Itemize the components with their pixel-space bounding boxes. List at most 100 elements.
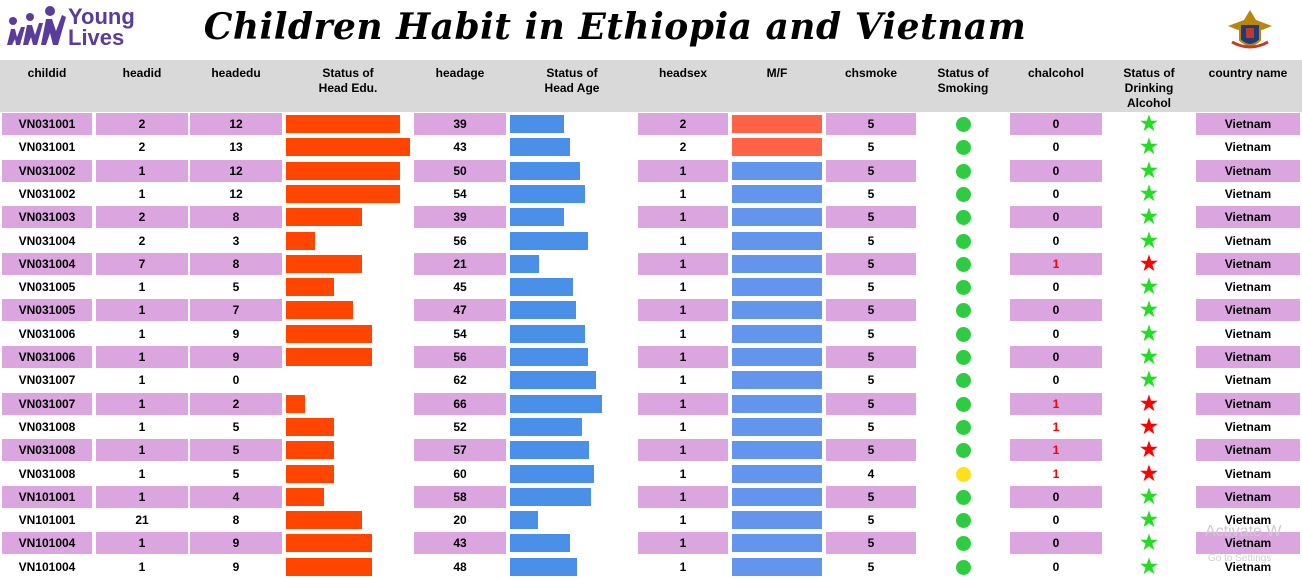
table-row[interactable]: VN031006 1 9 56 1 5 0 ★ Vietnam (0, 346, 1302, 369)
column-header[interactable]: Status of Head Edu. (284, 60, 412, 112)
status-star-icon: ★ (1140, 439, 1158, 461)
headedu-cell: 9 (190, 323, 282, 345)
male-marker (732, 465, 822, 483)
table-row[interactable]: VN101001 21 8 20 1 5 0 ★ Vietnam (0, 509, 1302, 532)
table-row[interactable]: VN031006 1 9 54 1 5 0 ★ Vietnam (0, 323, 1302, 346)
childid-cell: VN031006 (2, 346, 92, 368)
column-header[interactable]: headsex (638, 60, 728, 112)
country-cell: Vietnam (1196, 532, 1300, 554)
mf-cell (730, 556, 824, 578)
table-row[interactable]: VN101001 1 4 58 1 5 0 ★ Vietnam (0, 486, 1302, 509)
headsex-cell: 2 (638, 136, 728, 158)
column-header-label: Status of (322, 66, 374, 80)
chsmoke-cell: 5 (826, 253, 916, 275)
smoking-status-cell (918, 439, 1008, 461)
status-star-icon: ★ (1140, 299, 1158, 321)
head-edu-status-cell (284, 113, 412, 135)
table-row[interactable]: VN031004 2 3 56 1 5 0 ★ Vietnam (0, 230, 1302, 253)
chalcohol-cell: 1 (1010, 439, 1102, 461)
status-star-icon: ★ (1140, 113, 1158, 135)
chsmoke-cell: 5 (826, 416, 916, 438)
table-row[interactable]: VN031005 1 7 47 1 5 0 ★ Vietnam (0, 299, 1302, 322)
male-marker (732, 185, 822, 203)
column-header[interactable]: chalcohol (1010, 60, 1102, 112)
table-row[interactable]: VN031002 1 12 50 1 5 0 ★ Vietnam (0, 160, 1302, 183)
drinking-status-cell: ★ (1104, 369, 1194, 391)
table-row[interactable]: VN031003 2 8 39 1 5 0 ★ Vietnam (0, 206, 1302, 229)
head-age-bar (510, 511, 538, 529)
headage-cell: 58 (414, 486, 506, 508)
drinking-status-cell: ★ (1104, 183, 1194, 205)
drinking-status-cell: ★ (1104, 113, 1194, 135)
table-row[interactable]: VN031008 1 5 52 1 5 1 ★ Vietnam (0, 416, 1302, 439)
headage-cell: 56 (414, 346, 506, 368)
chsmoke-cell: 5 (826, 486, 916, 508)
column-header[interactable]: Status of Head Age (508, 60, 636, 112)
head-age-bar (510, 185, 585, 203)
column-header[interactable]: childid (2, 60, 92, 112)
drinking-status-cell: ★ (1104, 253, 1194, 275)
childid-cell: VN031002 (2, 183, 92, 205)
headage-cell: 66 (414, 393, 506, 415)
headid-cell: 1 (96, 556, 188, 578)
status-star-icon: ★ (1140, 346, 1158, 368)
status-star-icon: ★ (1140, 486, 1158, 508)
headage-cell: 39 (414, 206, 506, 228)
table-row[interactable]: VN101004 1 9 43 1 5 0 ★ Vietnam (0, 532, 1302, 555)
chalcohol-cell: 0 (1010, 206, 1102, 228)
column-header[interactable]: Status of Smoking (918, 60, 1008, 112)
status-dot-icon (955, 396, 971, 412)
table-row[interactable]: VN031004 7 8 21 1 5 1 ★ Vietnam (0, 253, 1302, 276)
headid-cell: 2 (96, 230, 188, 252)
childid-cell: VN101004 (2, 532, 92, 554)
chsmoke-cell: 4 (826, 463, 916, 485)
table-row[interactable]: VN101004 1 9 48 1 5 0 ★ Vietnam (0, 556, 1302, 579)
head-edu-bar (286, 232, 315, 250)
column-header[interactable]: M/F (730, 60, 824, 112)
male-marker (732, 534, 822, 552)
country-cell: Vietnam (1196, 369, 1300, 391)
table-row[interactable]: VN031005 1 5 45 1 5 0 ★ Vietnam (0, 276, 1302, 299)
table-row[interactable]: VN031002 1 12 54 1 5 0 ★ Vietnam (0, 183, 1302, 206)
status-dot-icon (955, 116, 971, 132)
male-marker (732, 325, 822, 343)
column-header[interactable]: headid (96, 60, 188, 112)
table-row[interactable]: VN031001 2 13 43 2 5 0 ★ Vietnam (0, 136, 1302, 159)
head-edu-bar (286, 208, 362, 226)
country-cell: Vietnam (1196, 416, 1300, 438)
table-row[interactable]: VN031001 2 12 39 2 5 0 ★ Vietnam (0, 113, 1302, 136)
chalcohol-cell: 1 (1010, 393, 1102, 415)
headsex-cell: 1 (638, 556, 728, 578)
table-row[interactable]: VN031007 1 0 62 1 5 0 ★ Vietnam (0, 369, 1302, 392)
male-marker (732, 371, 822, 389)
column-header[interactable]: chsmoke (826, 60, 916, 112)
childid-cell: VN031005 (2, 276, 92, 298)
status-star-icon: ★ (1140, 160, 1158, 182)
headedu-cell: 2 (190, 393, 282, 415)
childid-cell: VN031008 (2, 463, 92, 485)
drinking-status-cell: ★ (1104, 230, 1194, 252)
table-row[interactable]: VN031008 1 5 57 1 5 1 ★ Vietnam (0, 439, 1302, 462)
headsex-cell: 1 (638, 369, 728, 391)
headedu-cell: 0 (190, 369, 282, 391)
drinking-status-cell: ★ (1104, 393, 1194, 415)
head-edu-status-cell (284, 230, 412, 252)
head-age-status-cell (508, 369, 636, 391)
status-dot-icon (955, 256, 971, 272)
column-header[interactable]: headedu (190, 60, 282, 112)
column-header[interactable]: headage (414, 60, 506, 112)
table-row[interactable]: VN031007 1 2 66 1 5 1 ★ Vietnam (0, 393, 1302, 416)
head-edu-bar (286, 348, 372, 366)
column-header[interactable]: country name (1196, 60, 1300, 112)
table-row[interactable]: VN031008 1 5 60 1 4 1 ★ Vietnam (0, 463, 1302, 486)
column-header-label: headid (122, 66, 162, 80)
smoking-status-cell (918, 346, 1008, 368)
status-star-icon: ★ (1140, 463, 1158, 485)
mf-cell (730, 113, 824, 135)
headsex-cell: 1 (638, 206, 728, 228)
head-edu-status-cell (284, 160, 412, 182)
chsmoke-cell: 5 (826, 532, 916, 554)
head-age-bar (510, 301, 576, 319)
head-edu-bar (286, 511, 362, 529)
column-header[interactable]: Status of Drinking Alcohol (1104, 60, 1194, 112)
